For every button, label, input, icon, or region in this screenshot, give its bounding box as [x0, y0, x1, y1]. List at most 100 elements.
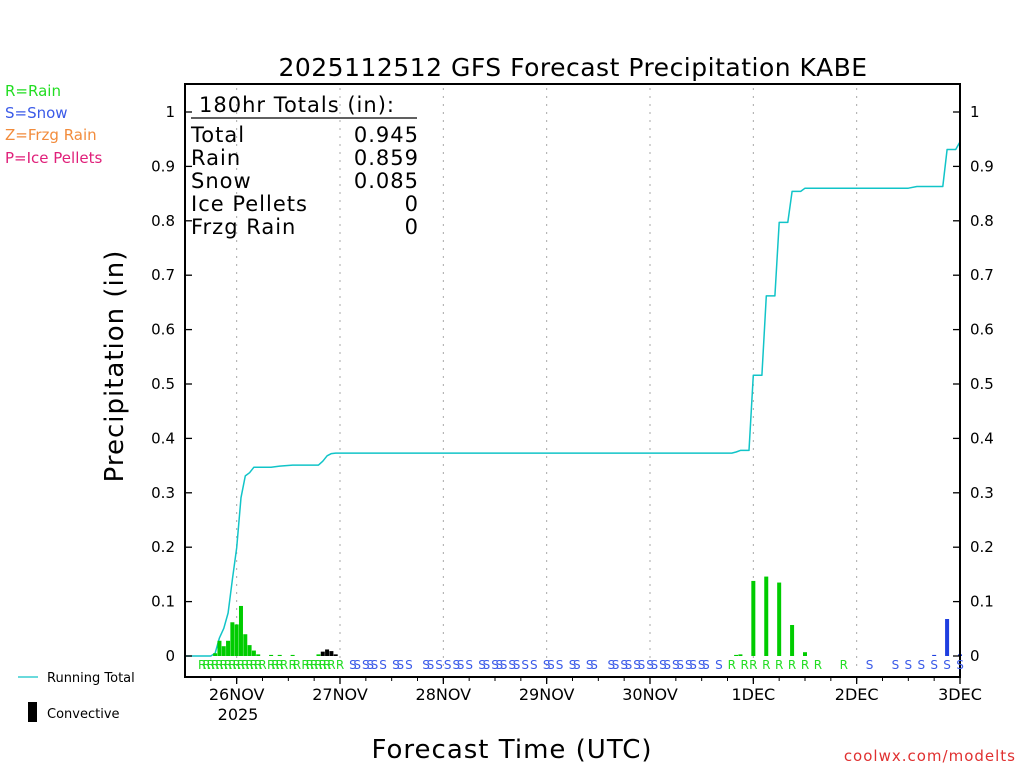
y-tick-label: 0.1 [151, 593, 175, 611]
bar-layer [213, 576, 962, 656]
ptype-marker: S [371, 658, 379, 672]
ptype-marker: R [271, 658, 279, 672]
y-tick-label: 0.8 [151, 212, 175, 230]
ptype-marker: S [685, 658, 693, 672]
precip-bar-rain [751, 580, 756, 656]
ptype-marker: S [905, 658, 913, 672]
precip-bar-convective [320, 651, 325, 656]
totals-label: Total [190, 123, 245, 147]
ptype-marker: R [215, 658, 223, 672]
y-tick-label-right: 0.9 [970, 157, 994, 175]
running-total-legend: Running Total [47, 671, 135, 686]
totals-value: 0.085 [354, 169, 419, 193]
gridlines [236, 88, 858, 672]
legend-snow: S=Snow [5, 104, 68, 122]
ptype-marker: R [228, 658, 236, 672]
running-total-line [185, 141, 961, 657]
ptype-marker: S [556, 658, 564, 672]
ptype-marker: R [323, 658, 331, 672]
ptype-marker: S [569, 658, 577, 672]
totals-label: Frzg Rain [191, 215, 296, 239]
ptype-marker: S [689, 658, 697, 672]
precip-bar-snow [932, 654, 937, 656]
ptype-marker: R [327, 658, 335, 672]
precip-bar-rain [269, 654, 274, 656]
ptype-marker: S [573, 658, 581, 672]
ptype-marker: S [478, 658, 486, 672]
ptype-marker: S [620, 658, 628, 672]
ptype-marker: S [930, 658, 938, 672]
ptype-marker: S [495, 658, 503, 672]
ptype-marker: S [892, 658, 900, 672]
precip-bar-snow [945, 619, 950, 656]
totals-rows: Total 0.945 Rain 0.859 Snow 0.085 Ice Pellets 0… [190, 123, 419, 239]
y-tick-label-right: 0.1 [970, 593, 994, 611]
y-tick-label-right: 0.5 [970, 375, 994, 393]
ptype-marker: S [590, 658, 598, 672]
ptype-legend: R=Rain S=Snow Z=Frzg Rain P=Ice Pellets [5, 82, 102, 167]
precip-bar-rain [803, 652, 807, 656]
ptype-marker: R [319, 658, 327, 672]
ptype-marker: S [676, 658, 684, 672]
ptype-marker: S [435, 658, 443, 672]
precip-bar-rain [256, 654, 261, 656]
ptype-marker: S [513, 658, 521, 672]
y-tick-label-right: 0 [970, 647, 980, 665]
ptype-marker: R [198, 658, 206, 672]
ptype-marker: S [379, 658, 387, 672]
x-tick-label: 2DEC [835, 685, 879, 704]
precip-bar-rain [777, 582, 782, 656]
ptype-marker: R [788, 658, 796, 672]
ptype-marker: S [543, 658, 551, 672]
ptype-marker: R [267, 658, 275, 672]
precip-bar-rain [790, 624, 795, 656]
ptype-marker: S [422, 658, 430, 672]
ptype-marker: R [314, 658, 322, 672]
convective-legend: Convective [47, 707, 120, 722]
x-tick-label: 1DEC [731, 685, 775, 704]
totals-label: Snow [191, 169, 252, 193]
ptype-marker: S [917, 658, 925, 672]
totals-box: 180hr Totals (in): Total 0.945 Rain 0.859 Sn… [190, 93, 419, 239]
ptype-marker: R [814, 658, 822, 672]
ptype-marker: R [306, 658, 314, 672]
y-tick-label-right: 0.3 [970, 484, 994, 502]
ptype-marker: S [612, 658, 620, 672]
ptype-marker: S [659, 658, 667, 672]
precip-bar-rain [290, 654, 295, 656]
precip-bar-rain [226, 640, 231, 656]
x-tick-label: 30NOV [622, 685, 678, 704]
ptype-marker: R [293, 658, 301, 672]
y-tick-label: 0.3 [151, 484, 175, 502]
year-label: 2025 [218, 705, 259, 724]
ptype-marker: S [956, 658, 964, 672]
ptype-marker: S [646, 658, 654, 672]
legend-rain: R=Rain [5, 82, 61, 100]
ptype-marker: R [301, 658, 309, 672]
ptype-marker: S [444, 658, 452, 672]
totals-label: Rain [191, 146, 241, 170]
ptype-marker: S [530, 658, 538, 672]
ptype-marker: R [258, 658, 266, 672]
x-axis-label: Forecast Time (UTC) [371, 735, 652, 765]
ptype-marker: R [775, 658, 783, 672]
ptype-marker: R [840, 658, 848, 672]
precip-bar-rain [277, 654, 282, 656]
ptype-marker: R [254, 658, 262, 672]
y-tick-label: 0.6 [151, 321, 175, 339]
precip-bar-rain [738, 654, 743, 656]
y-tick-label-right: 1 [970, 103, 980, 121]
precip-bar-convective [325, 649, 330, 656]
y-tick-label-right: 0.2 [970, 538, 994, 556]
precip-bar-rain [251, 650, 256, 656]
precip-bar-rain [764, 576, 769, 656]
y-tick-label: 0 [165, 647, 175, 665]
ptype-marker: S [392, 658, 400, 672]
ptype-marker: S [508, 658, 516, 672]
ptype-marker: R [310, 658, 318, 672]
precip-bar-convective [329, 651, 334, 656]
ptype-marker: R [250, 658, 258, 672]
ptype-marker: S [457, 658, 465, 672]
ptype-marker: S [702, 658, 710, 672]
